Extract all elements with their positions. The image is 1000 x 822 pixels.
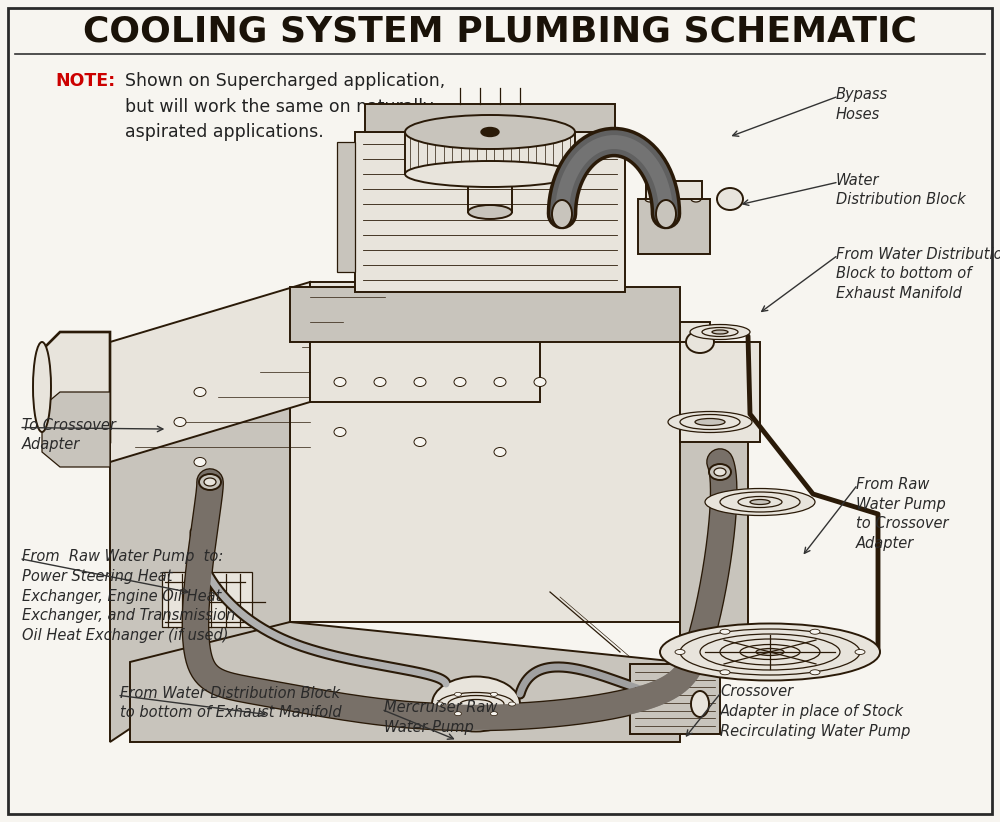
Polygon shape: [130, 622, 680, 742]
Ellipse shape: [454, 692, 462, 696]
FancyBboxPatch shape: [337, 142, 355, 272]
Text: From Raw
Water Pump
to Crossover
Adapter: From Raw Water Pump to Crossover Adapter: [856, 477, 948, 552]
FancyBboxPatch shape: [646, 181, 702, 199]
FancyBboxPatch shape: [680, 342, 760, 442]
Ellipse shape: [720, 629, 730, 635]
Text: COOLING SYSTEM PLUMBING SCHEMATIC: COOLING SYSTEM PLUMBING SCHEMATIC: [83, 15, 917, 49]
Ellipse shape: [712, 330, 728, 334]
Ellipse shape: [691, 196, 701, 202]
Ellipse shape: [334, 377, 346, 386]
Ellipse shape: [690, 325, 750, 339]
Ellipse shape: [534, 377, 546, 386]
FancyBboxPatch shape: [680, 392, 748, 672]
Text: From Water Distribution Block
to bottom of Exhaust Manifold: From Water Distribution Block to bottom …: [120, 686, 342, 720]
Text: Bypass
Hoses: Bypass Hoses: [836, 87, 888, 122]
Ellipse shape: [194, 387, 206, 396]
Ellipse shape: [717, 188, 743, 210]
FancyBboxPatch shape: [630, 664, 720, 734]
Ellipse shape: [194, 458, 206, 467]
Ellipse shape: [454, 712, 462, 716]
Text: NOTE:: NOTE:: [55, 72, 115, 90]
Polygon shape: [42, 392, 110, 467]
Ellipse shape: [750, 500, 770, 505]
Ellipse shape: [660, 624, 880, 681]
Ellipse shape: [720, 670, 730, 675]
Ellipse shape: [436, 702, 444, 706]
FancyBboxPatch shape: [468, 172, 512, 212]
Ellipse shape: [494, 377, 506, 386]
Ellipse shape: [709, 464, 731, 480]
Ellipse shape: [334, 427, 346, 436]
Ellipse shape: [490, 712, 498, 716]
Ellipse shape: [675, 649, 685, 654]
Ellipse shape: [468, 205, 512, 219]
Ellipse shape: [481, 127, 499, 136]
Polygon shape: [310, 282, 540, 402]
Ellipse shape: [454, 377, 466, 386]
Ellipse shape: [199, 474, 221, 490]
Ellipse shape: [414, 377, 426, 386]
Ellipse shape: [414, 437, 426, 446]
Ellipse shape: [33, 342, 51, 432]
Ellipse shape: [405, 115, 575, 149]
Ellipse shape: [668, 412, 752, 432]
Text: Shown on Supercharged application,
but will work the same on naturally
aspirated: Shown on Supercharged application, but w…: [125, 72, 445, 141]
Ellipse shape: [705, 488, 815, 515]
Ellipse shape: [509, 702, 516, 706]
Ellipse shape: [374, 377, 386, 386]
Ellipse shape: [714, 468, 726, 476]
FancyBboxPatch shape: [290, 322, 710, 622]
Text: From  Raw Water Pump  to:
Power Steering Heat
Exchanger, Engine Oil Heat
Exchang: From Raw Water Pump to: Power Steering H…: [22, 549, 235, 644]
Polygon shape: [110, 342, 290, 742]
Polygon shape: [40, 332, 110, 442]
Ellipse shape: [691, 691, 709, 717]
Ellipse shape: [174, 418, 186, 427]
FancyBboxPatch shape: [405, 132, 575, 174]
Ellipse shape: [490, 692, 498, 696]
Text: Mercruiser Raw
Water Pump: Mercruiser Raw Water Pump: [384, 700, 497, 735]
Ellipse shape: [432, 677, 520, 732]
Ellipse shape: [686, 331, 714, 353]
FancyBboxPatch shape: [638, 199, 710, 254]
Ellipse shape: [855, 649, 865, 654]
Text: To Crossover
Adapter: To Crossover Adapter: [22, 418, 116, 452]
Text: From Water Distribution
Block to bottom of
Exhaust Manifold: From Water Distribution Block to bottom …: [836, 247, 1000, 301]
Ellipse shape: [645, 196, 655, 202]
FancyBboxPatch shape: [162, 572, 252, 627]
Ellipse shape: [695, 418, 725, 426]
Ellipse shape: [756, 649, 784, 655]
FancyBboxPatch shape: [365, 104, 615, 132]
Ellipse shape: [494, 447, 506, 456]
FancyBboxPatch shape: [355, 132, 625, 292]
Ellipse shape: [656, 200, 676, 228]
Ellipse shape: [204, 478, 216, 486]
Text: Crossover
Adapter in place of Stock
Recirculating Water Pump: Crossover Adapter in place of Stock Reci…: [720, 684, 910, 738]
Text: Water
Distribution Block: Water Distribution Block: [836, 173, 966, 207]
Ellipse shape: [552, 200, 572, 228]
Polygon shape: [110, 282, 310, 462]
Ellipse shape: [405, 161, 575, 187]
Ellipse shape: [669, 196, 679, 202]
Ellipse shape: [810, 670, 820, 675]
Ellipse shape: [810, 629, 820, 635]
FancyBboxPatch shape: [290, 287, 680, 342]
